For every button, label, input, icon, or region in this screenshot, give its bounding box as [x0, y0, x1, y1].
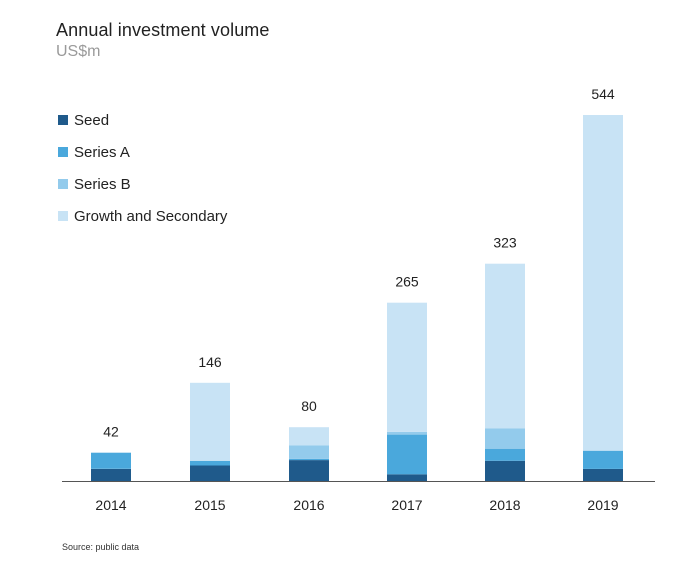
bar-series-a-2017 [387, 434, 427, 475]
x-tick-label-2019: 2019 [587, 497, 618, 513]
legend-item-series-b: Series B [58, 175, 227, 193]
bar-seed-2019 [583, 468, 623, 481]
bar-growth-and-secondary-2019 [583, 115, 623, 451]
chart-title: Annual investment volume [56, 20, 270, 40]
total-label-2019: 544 [591, 86, 615, 102]
bar-seed-2018 [485, 460, 525, 481]
total-label-2018: 323 [493, 235, 517, 251]
x-tick-label-2014: 2014 [95, 497, 126, 513]
bar-seed-2015 [190, 465, 230, 481]
bar-series-a-2016 [289, 458, 329, 461]
x-tick-label-2018: 2018 [489, 497, 520, 513]
total-label-2016: 80 [301, 398, 317, 414]
bar-series-b-2017 [387, 431, 427, 435]
legend-swatch-series-b [58, 179, 68, 189]
legend: Seed Series A Series B Growth and Second… [58, 112, 227, 240]
legend-label-seed: Seed [74, 111, 110, 129]
legend-label-series-b: Series B [74, 175, 131, 193]
x-tick-label-2015: 2015 [194, 497, 225, 513]
legend-item-growth: Growth and Secondary [58, 207, 228, 225]
chart-subtitle: US$m [56, 43, 101, 60]
legend-label-series-a: Series A [74, 143, 130, 161]
legend-swatch-growth [58, 211, 68, 221]
bar-growth-and-secondary-2015 [190, 382, 230, 461]
bar-series-a-2018 [485, 448, 525, 461]
total-label-2014: 42 [103, 424, 119, 440]
bar-series-b-2016 [289, 445, 329, 459]
x-tick-label-2016: 2016 [293, 497, 324, 513]
legend-swatch-series-a [58, 147, 68, 157]
bar-seed-2014 [91, 468, 131, 481]
bar-series-a-2014 [91, 452, 131, 469]
legend-swatch-seed [58, 115, 68, 125]
bar-series-a-2019 [583, 450, 623, 469]
bar-series-a-2015 [190, 460, 230, 466]
legend-item-seed: Seed [58, 111, 227, 129]
total-label-2017: 265 [395, 274, 419, 290]
bar-growth-and-secondary-2017 [387, 302, 427, 432]
source-note: Source: public data [62, 542, 140, 552]
bar-growth-and-secondary-2018 [485, 263, 525, 429]
legend-item-series-a: Series A [58, 143, 227, 161]
x-tick-label-2017: 2017 [391, 497, 422, 513]
bar-growth-and-secondary-2016 [289, 427, 329, 446]
legend-label-growth: Growth and Secondary [74, 207, 228, 225]
bar-series-b-2018 [485, 428, 525, 449]
bar-seed-2017 [387, 474, 427, 481]
bar-seed-2016 [289, 460, 329, 481]
total-label-2015: 146 [198, 354, 222, 370]
